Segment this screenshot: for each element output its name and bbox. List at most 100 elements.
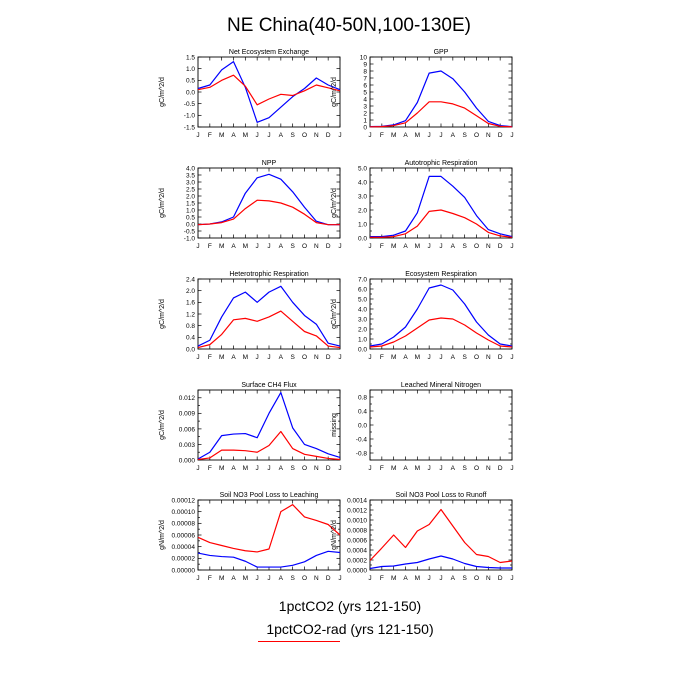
y-tick-label: 0.0 <box>358 235 367 242</box>
y-tick-label: 0.00010 <box>172 509 196 516</box>
y-tick-label: 5.0 <box>358 296 367 303</box>
x-tick-label: S <box>290 465 295 472</box>
y-axis-label: gC/m^2/d <box>331 77 338 107</box>
x-tick-label: S <box>290 243 295 250</box>
y-tick-label: 0.4 <box>186 335 195 342</box>
x-tick-label: D <box>498 465 503 472</box>
x-tick-label: A <box>403 575 408 582</box>
series-line-2 <box>197 310 341 349</box>
x-tick-label: O <box>302 132 307 139</box>
panel-title: Soil NO3 Pool Loss to Leaching <box>220 492 319 499</box>
y-tick-label: 0.00004 <box>172 544 196 551</box>
series-line-1 <box>197 550 341 568</box>
x-tick-label: M <box>219 575 224 582</box>
series-line-1 <box>369 70 513 128</box>
x-tick-label: J <box>368 243 371 250</box>
x-tick-label: A <box>279 465 284 472</box>
y-tick-label: 0.009 <box>179 411 196 418</box>
x-tick-label: M <box>243 354 248 361</box>
x-tick-label: J <box>439 465 442 472</box>
x-tick-label: A <box>451 243 456 250</box>
panel-title: Surface CH4 Flux <box>241 382 297 389</box>
series-line-1 <box>197 173 340 226</box>
y-axis-label: gC/m^2/d <box>159 77 166 107</box>
x-tick-label: J <box>510 243 513 250</box>
x-tick-label: J <box>256 465 259 472</box>
y-tick-label: 10 <box>360 54 368 61</box>
x-tick-label: J <box>428 132 431 139</box>
y-tick-label: 0.012 <box>179 395 196 402</box>
x-tick-label: J <box>196 465 199 472</box>
x-tick-label: A <box>279 132 284 139</box>
x-tick-label: J <box>439 243 442 250</box>
y-tick-label: 0.5 <box>186 214 195 221</box>
y-tick-label: 2.4 <box>186 276 195 283</box>
y-tick-label: 0.0014 <box>347 497 367 504</box>
x-tick-label: S <box>462 132 467 139</box>
y-tick-label: 0.0002 <box>347 557 367 564</box>
y-tick-label: 0.00000 <box>172 567 196 574</box>
series-line-2 <box>197 430 341 461</box>
y-tick-label: -0.8 <box>356 450 368 457</box>
y-tick-label: 0.0 <box>186 346 195 353</box>
y-tick-label: 0.4 <box>358 408 367 415</box>
y-axis-label: gC/m^2/d <box>331 299 338 329</box>
series-line-2 <box>369 508 513 564</box>
x-tick-label: S <box>290 132 295 139</box>
y-tick-label: -1.0 <box>184 113 196 120</box>
x-tick-label: J <box>439 132 442 139</box>
x-tick-label: M <box>219 465 224 472</box>
x-tick-label: O <box>474 132 479 139</box>
y-tick-label: 4 <box>363 96 367 103</box>
x-tick-label: J <box>439 354 442 361</box>
x-tick-label: J <box>368 354 371 361</box>
y-axis-label: gC/m^2/d <box>331 188 338 218</box>
panel-title: Autotrophic Respiration <box>405 160 478 167</box>
x-tick-label: J <box>256 243 259 250</box>
x-tick-label: J <box>196 575 199 582</box>
x-tick-label: J <box>196 354 199 361</box>
figure-title: NE China(40-50N,100-130E) <box>227 15 471 36</box>
y-tick-label: 0.0012 <box>347 507 367 514</box>
x-tick-label: D <box>326 243 331 250</box>
x-tick-label: M <box>391 132 396 139</box>
x-tick-label: J <box>267 132 270 139</box>
series-line-1 <box>369 284 513 347</box>
y-tick-label: 0.0008 <box>347 527 367 534</box>
x-tick-label: J <box>510 465 513 472</box>
x-tick-label: O <box>474 243 479 250</box>
y-tick-label: 0.000 <box>179 457 196 464</box>
x-tick-label: F <box>208 132 212 139</box>
x-tick-label: D <box>326 132 331 139</box>
series-line-1 <box>197 285 341 347</box>
y-tick-label: -1.0 <box>184 235 196 242</box>
x-tick-label: O <box>474 354 479 361</box>
panel-7: Surface CH4 Flux gC/m^2/d 0.000 0.003 0.006 0… <box>159 382 342 472</box>
x-tick-label: N <box>314 354 319 361</box>
y-tick-label: 0.0000 <box>347 567 367 574</box>
legend-line-1pctco2-rad <box>258 641 340 642</box>
x-tick-label: D <box>326 354 331 361</box>
x-tick-label: N <box>486 465 491 472</box>
plot-frame <box>197 499 341 571</box>
y-tick-label: -0.5 <box>184 228 196 235</box>
y-tick-label: 0.0 <box>186 221 195 228</box>
x-tick-label: J <box>428 575 431 582</box>
x-tick-label: J <box>267 243 270 250</box>
x-tick-label: O <box>302 354 307 361</box>
x-tick-label: N <box>486 132 491 139</box>
x-tick-label: J <box>256 132 259 139</box>
x-tick-label: J <box>338 575 341 582</box>
x-tick-label: M <box>391 243 396 250</box>
y-tick-label: 5.0 <box>358 165 367 172</box>
x-tick-label: F <box>208 465 212 472</box>
x-tick-label: A <box>279 354 284 361</box>
y-tick-label: 7.0 <box>358 276 367 283</box>
y-tick-label: 2.5 <box>186 186 195 193</box>
y-tick-label: 0.5 <box>186 78 195 85</box>
y-tick-label: 0.0004 <box>347 547 367 554</box>
y-tick-label: 1.2 <box>186 311 195 318</box>
x-tick-label: N <box>486 354 491 361</box>
x-tick-label: J <box>510 132 513 139</box>
